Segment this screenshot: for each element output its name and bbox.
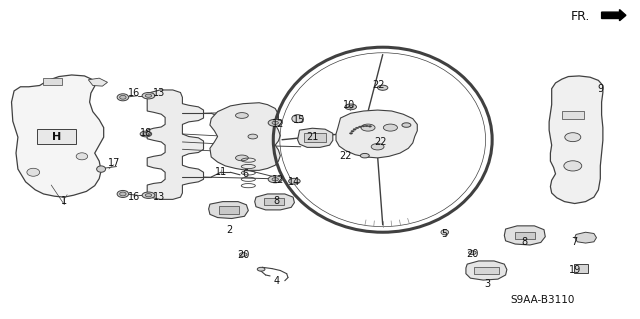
Text: 19: 19 [568,264,581,275]
Ellipse shape [360,153,369,158]
Ellipse shape [120,95,126,99]
Bar [219,206,239,214]
Text: 14: 14 [288,177,301,187]
Text: 5: 5 [442,229,448,240]
Polygon shape [12,75,104,197]
Ellipse shape [365,125,368,127]
Ellipse shape [140,131,152,137]
Polygon shape [466,261,507,280]
Ellipse shape [356,127,359,129]
Ellipse shape [345,104,356,110]
Text: 20: 20 [237,250,250,260]
Ellipse shape [349,133,353,134]
Ellipse shape [564,133,581,142]
Ellipse shape [117,190,129,197]
Text: 18: 18 [140,128,152,138]
Bar [43,78,62,85]
Text: 3: 3 [484,279,491,289]
Ellipse shape [348,106,353,108]
Ellipse shape [564,161,582,171]
Text: 21: 21 [306,132,319,142]
Bar [37,129,76,144]
Ellipse shape [239,253,247,256]
Ellipse shape [358,126,362,128]
Text: 11: 11 [214,167,227,177]
Text: 9: 9 [597,84,604,94]
Text: 1: 1 [61,196,67,206]
Text: 8: 8 [273,196,280,206]
Text: 12: 12 [272,119,285,130]
Text: 15: 15 [293,115,306,125]
Ellipse shape [402,123,411,127]
Text: 7: 7 [572,237,578,248]
Ellipse shape [97,166,106,172]
Ellipse shape [369,126,372,127]
Text: 12: 12 [272,175,285,185]
Ellipse shape [378,85,388,90]
Bar [474,266,499,274]
Text: 17: 17 [108,158,120,168]
Text: 22: 22 [372,80,385,91]
Bar [515,232,535,239]
Ellipse shape [248,134,258,139]
Ellipse shape [353,129,356,130]
Ellipse shape [142,93,155,99]
Ellipse shape [120,192,126,196]
Text: S9AA-B3110: S9AA-B3110 [511,295,575,305]
Polygon shape [210,103,280,170]
Ellipse shape [272,121,278,124]
Text: 8: 8 [522,237,528,248]
Ellipse shape [76,153,88,160]
Text: 13: 13 [152,192,165,202]
Ellipse shape [236,113,248,118]
Ellipse shape [268,176,282,183]
Bar [574,264,588,273]
Polygon shape [336,110,417,158]
Ellipse shape [468,251,476,255]
Polygon shape [88,78,108,86]
Ellipse shape [268,119,282,126]
Text: H: H [52,131,61,142]
Text: 22: 22 [339,151,352,161]
Text: 16: 16 [128,87,141,98]
Text: 13: 13 [152,87,165,98]
Ellipse shape [383,124,397,131]
Ellipse shape [142,192,155,198]
Polygon shape [549,76,603,204]
Polygon shape [209,202,248,219]
Polygon shape [504,226,545,245]
Ellipse shape [272,178,278,181]
Ellipse shape [257,267,265,271]
Text: 20: 20 [466,249,479,259]
Polygon shape [602,10,626,21]
Text: 22: 22 [374,137,387,147]
Ellipse shape [27,168,40,176]
Bar [304,133,326,142]
Text: 16: 16 [128,192,141,202]
Ellipse shape [371,144,384,150]
Ellipse shape [292,115,303,123]
Ellipse shape [143,133,149,135]
Ellipse shape [145,194,152,197]
Ellipse shape [362,125,365,127]
Ellipse shape [351,130,354,132]
Text: 4: 4 [273,276,280,286]
Polygon shape [575,232,596,243]
Text: 10: 10 [342,100,355,110]
Bar [562,111,584,119]
Polygon shape [298,128,333,147]
Ellipse shape [361,124,375,131]
Ellipse shape [289,178,300,184]
Polygon shape [147,90,204,199]
Text: FR.: FR. [571,10,590,23]
Text: 2: 2 [226,225,232,235]
Ellipse shape [236,155,248,161]
Ellipse shape [117,94,129,101]
Ellipse shape [441,230,449,235]
Ellipse shape [145,94,152,97]
Text: 6: 6 [242,169,248,179]
Bar [264,198,284,205]
Polygon shape [255,194,294,210]
